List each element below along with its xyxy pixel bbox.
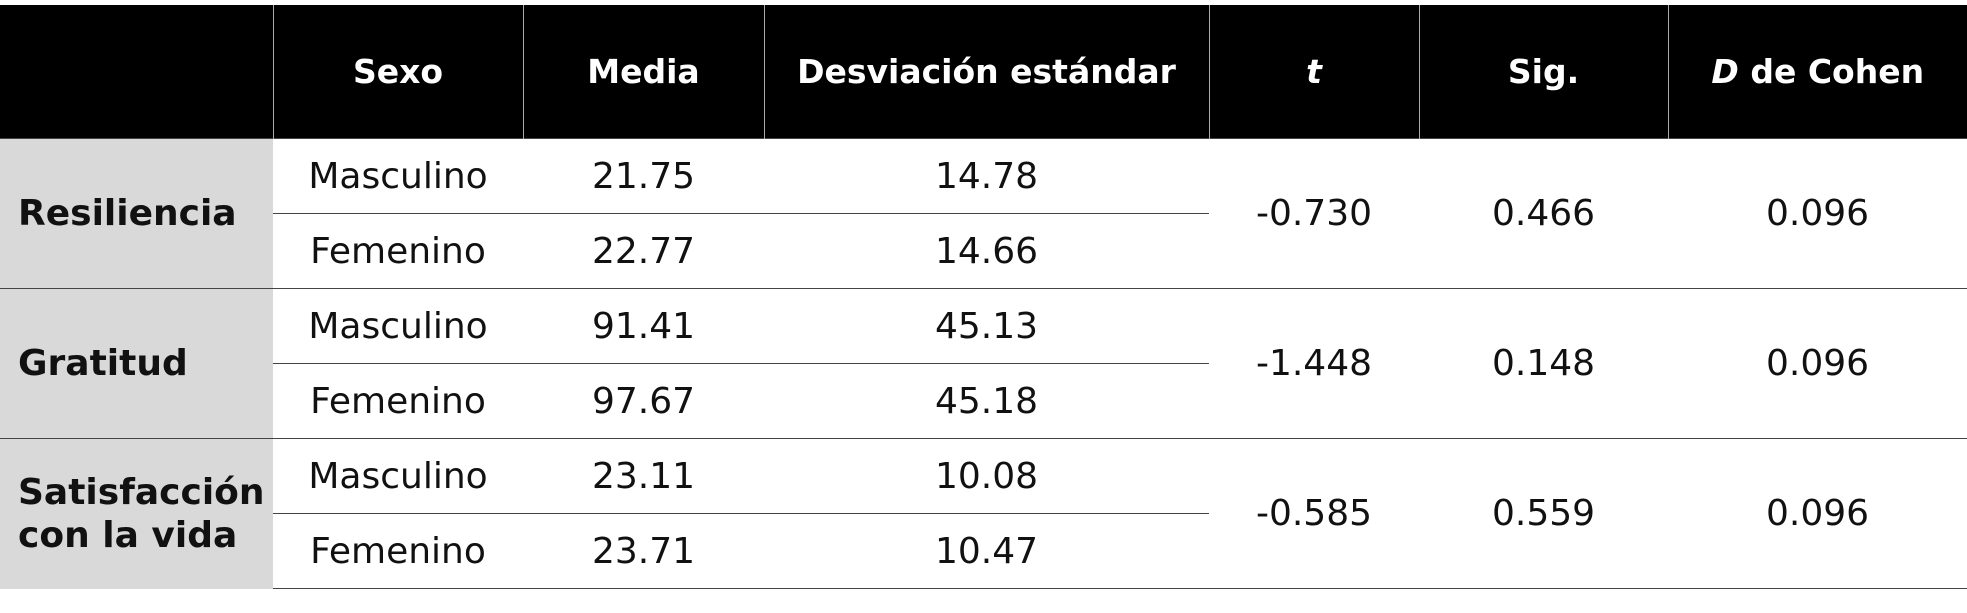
data-cell: 91.41 bbox=[523, 288, 764, 364]
stat-cell: 0.559 bbox=[1419, 438, 1668, 589]
data-cell: Femenino bbox=[273, 363, 523, 439]
data-cell: 22.77 bbox=[523, 213, 764, 289]
table-row: Gratitud Masculino 91.41 45.13 -1.448 0.148 0.… bbox=[0, 288, 1967, 439]
header-row: Sexo Media Desviación estándar t Sig. D de Co… bbox=[0, 5, 1967, 139]
header-cell bbox=[0, 5, 273, 139]
table-row: Satisfacción con la vida Masculino 23.11 10… bbox=[0, 438, 1967, 589]
stat-cell: 0.096 bbox=[1668, 288, 1967, 439]
header-cell: Desviación estándar bbox=[763, 5, 1209, 139]
header-cell: t bbox=[1208, 5, 1419, 139]
data-cell: Masculino bbox=[273, 138, 523, 214]
stat-cell: 0.466 bbox=[1419, 138, 1668, 289]
header-cell: Sig. bbox=[1418, 5, 1668, 139]
variable-cell: Gratitud bbox=[0, 288, 273, 439]
data-cell: 21.75 bbox=[523, 138, 764, 214]
data-cell: 14.66 bbox=[764, 213, 1209, 289]
data-cell: 23.11 bbox=[523, 438, 764, 514]
header-text: de Cohen bbox=[1750, 52, 1925, 91]
data-cell: 23.71 bbox=[523, 513, 764, 589]
table-row: Femenino 23.71 10.47 bbox=[0, 513, 1967, 589]
stat-cell: -0.585 bbox=[1209, 438, 1419, 589]
header-cell: Sexo bbox=[272, 5, 523, 139]
stat-cell: 0.148 bbox=[1419, 288, 1668, 439]
header-cell: Media bbox=[522, 5, 764, 139]
stat-cell: 0.096 bbox=[1668, 138, 1967, 289]
table-row: Resiliencia Masculino 21.75 14.78 -0.730 0.46… bbox=[0, 138, 1967, 289]
data-cell: Masculino bbox=[273, 288, 523, 364]
stat-cell: 0.096 bbox=[1668, 438, 1967, 589]
data-cell: 45.18 bbox=[764, 363, 1209, 439]
table-body: Resiliencia Masculino 21.75 14.78 -0.730 0.46… bbox=[0, 138, 1967, 589]
data-cell: 14.78 bbox=[764, 138, 1209, 214]
stat-cell: -1.448 bbox=[1209, 288, 1419, 439]
table-row: Femenino 22.77 14.66 bbox=[0, 213, 1967, 289]
variable-cell: Satisfacción con la vida bbox=[0, 438, 273, 589]
header-emphasis: D bbox=[1711, 52, 1739, 91]
data-cell: Femenino bbox=[273, 213, 523, 289]
data-cell: 97.67 bbox=[523, 363, 764, 439]
table-row: Femenino 97.67 45.18 bbox=[0, 363, 1967, 439]
data-cell: 45.13 bbox=[764, 288, 1209, 364]
data-cell: Masculino bbox=[273, 438, 523, 514]
variable-cell: Resiliencia bbox=[0, 138, 273, 289]
data-cell: 10.08 bbox=[764, 438, 1209, 514]
results-table: Sexo Media Desviación estándar t Sig. D de Co… bbox=[0, 5, 1967, 589]
data-cell: 10.47 bbox=[764, 513, 1209, 589]
header-cell: D de Cohen bbox=[1667, 5, 1967, 139]
data-cell: Femenino bbox=[273, 513, 523, 589]
stat-cell: -0.730 bbox=[1209, 138, 1419, 289]
